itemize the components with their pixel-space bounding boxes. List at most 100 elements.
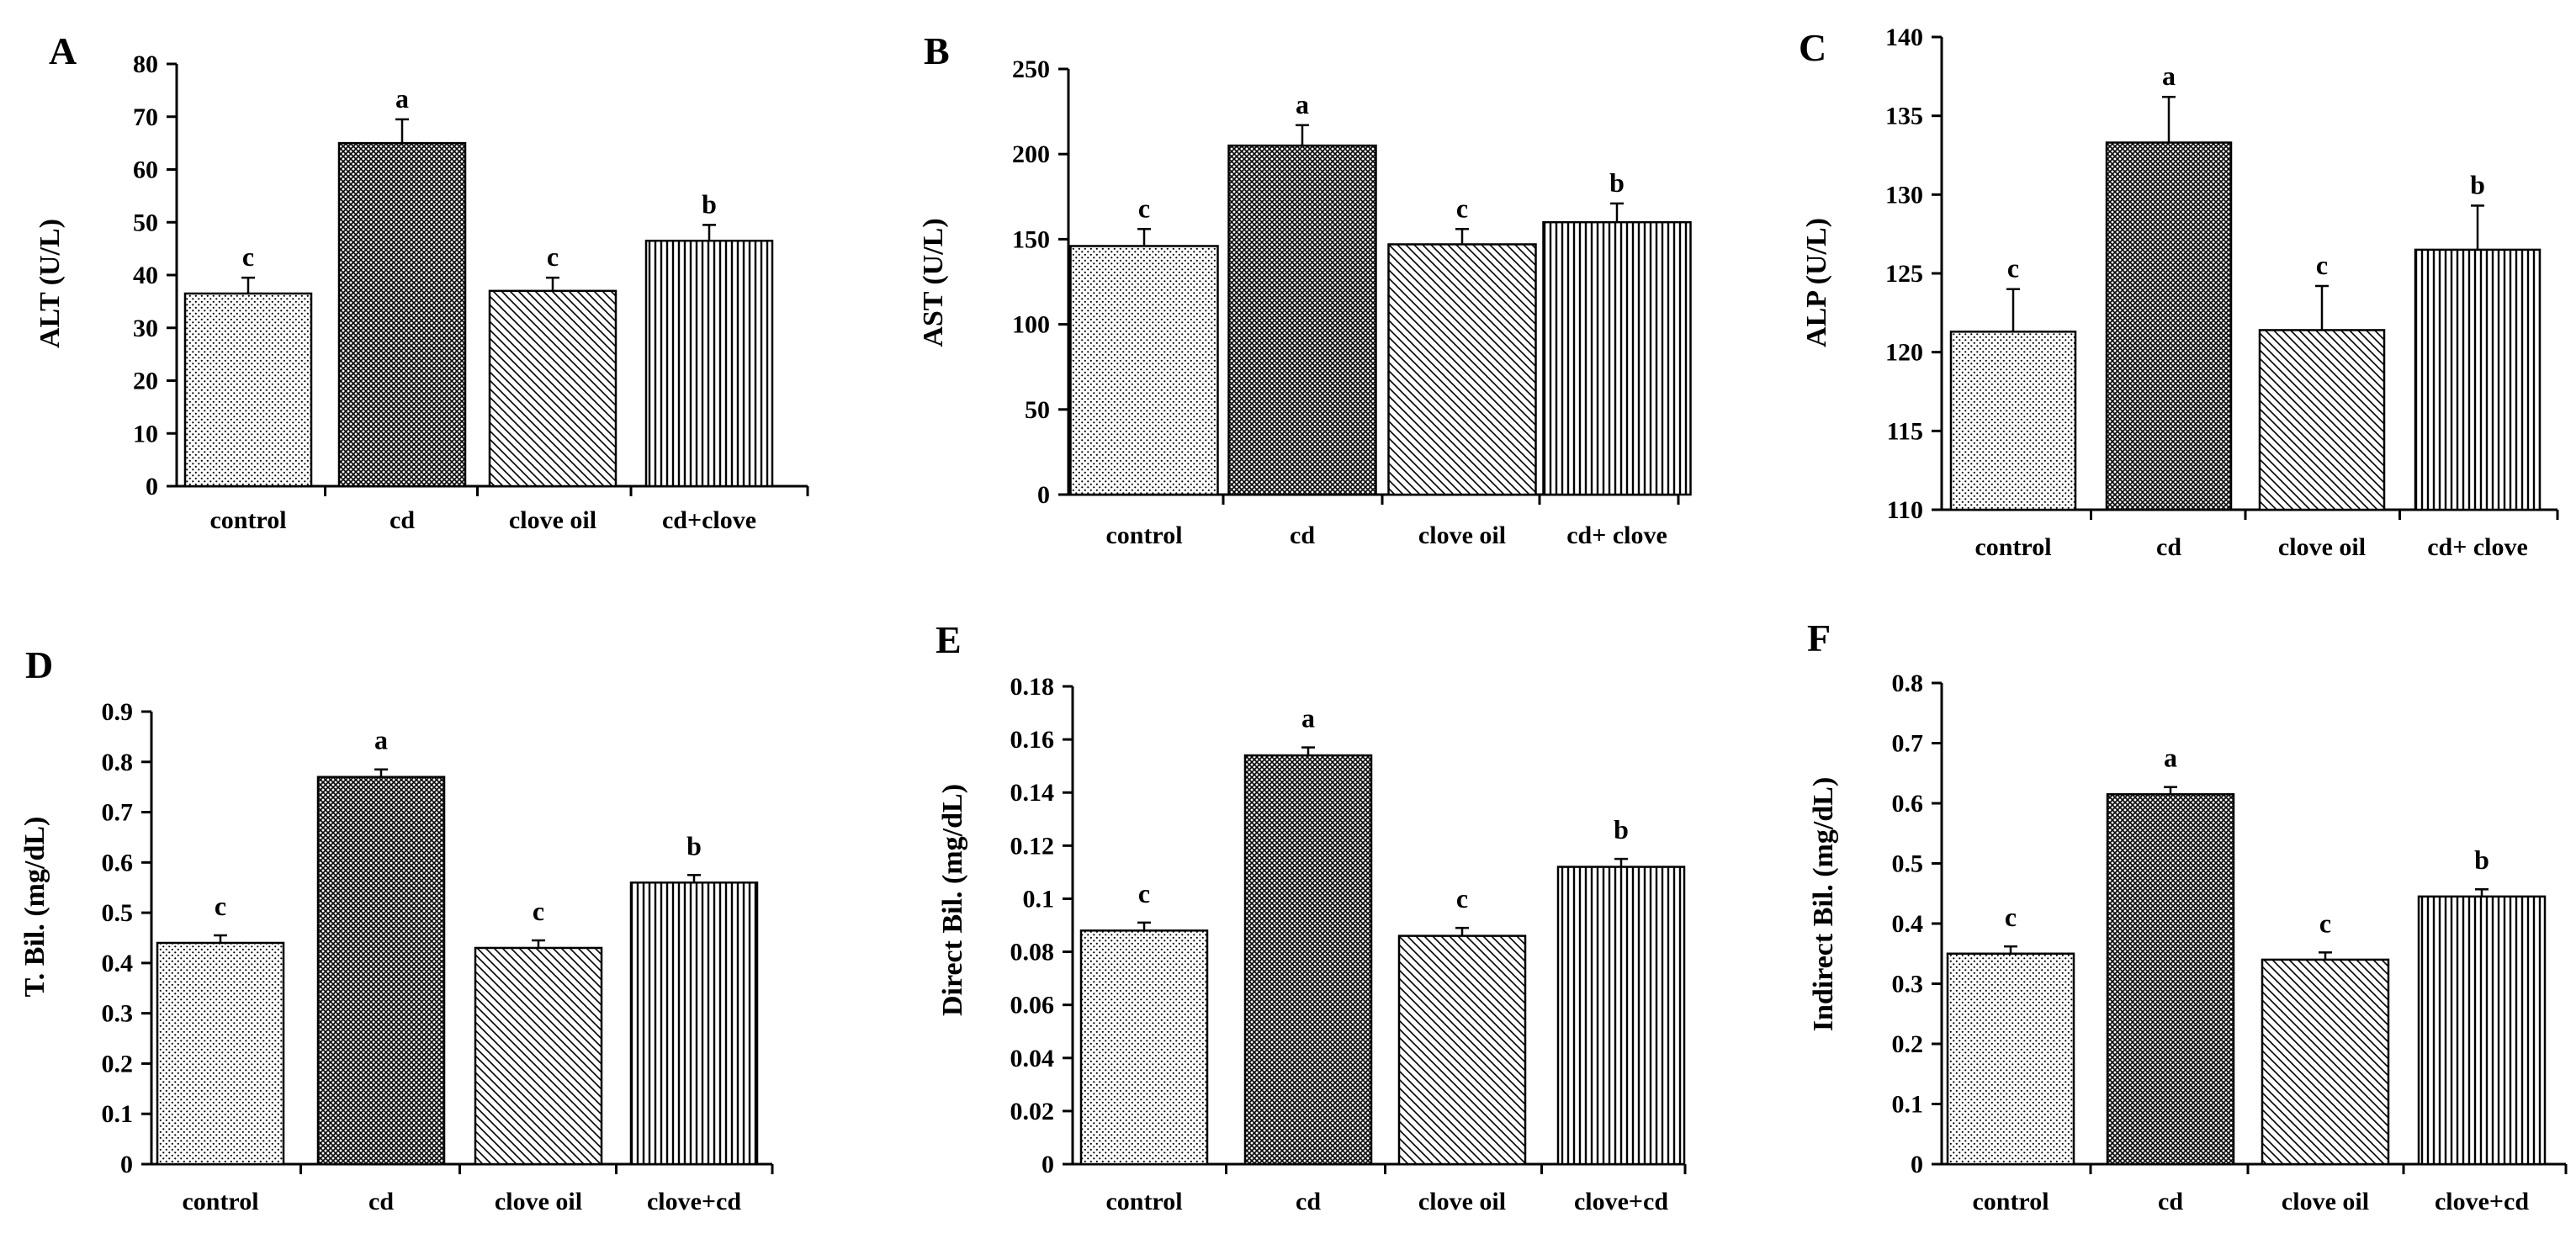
y-tick-label-e-9: 0.18 <box>1010 673 1055 701</box>
category-label-e-3: clove+cd <box>1574 1188 1668 1215</box>
panel-letter-a: A <box>49 29 77 72</box>
category-label-e-0: control <box>1105 1188 1182 1215</box>
y-tick-label-f-8: 0.8 <box>1892 670 1924 697</box>
y-axis-label-f: Indirect Bil. (mg/dL) <box>1808 777 1839 1032</box>
y-tick-label-b-4: 200 <box>1012 140 1050 168</box>
chart-e-marks: 0 0.02 0.04 0.06 0.08 0.1 0.12 0.14 0.16 0.18 c con… <box>1010 673 1687 1215</box>
significance-label-b-0: c <box>1138 193 1150 223</box>
panel-b: B AST (U/L) 0 50 100 150 200 250 c control a cd c c… <box>918 29 1692 549</box>
bar-d-0 <box>156 941 285 1166</box>
y-tick-label-b-5: 250 <box>1012 56 1050 83</box>
significance-label-e-1: a <box>1301 703 1315 733</box>
y-tick-label-d-2: 0.2 <box>102 1050 134 1078</box>
bar-d-2 <box>474 946 603 1166</box>
y-tick-label-f-3: 0.3 <box>1892 971 1924 998</box>
category-label-d-3: clove+cd <box>647 1188 741 1215</box>
y-tick-label-e-0: 0 <box>1042 1151 1054 1178</box>
chart-f-marks: 0 0.1 0.2 0.3 0.4 0.5 0.6 0.7 0.8 c control a cd c clo… <box>1892 670 2568 1215</box>
y-axis-label-a: ALT (U/L) <box>34 219 66 348</box>
y-tick-label-f-7: 0.7 <box>1892 730 1924 758</box>
y-tick-label-d-9: 0.9 <box>102 698 134 726</box>
significance-label-f-2: c <box>2319 908 2331 938</box>
y-tick-label-a-0: 0 <box>146 473 158 500</box>
bar-a-2 <box>488 289 617 488</box>
y-tick-label-d-4: 0.4 <box>102 950 134 977</box>
category-label-f-2: clove oil <box>2282 1188 2369 1215</box>
panel-letter-b: B <box>924 29 950 72</box>
bar-b-3 <box>1542 220 1692 496</box>
bar-e-0 <box>1079 929 1209 1166</box>
y-tick-label-d-7: 0.7 <box>102 799 134 827</box>
bar-f-1 <box>2106 793 2235 1166</box>
category-label-c-3: cd+ clove <box>2427 533 2528 561</box>
bar-e-1 <box>1243 754 1373 1166</box>
y-tick-label-a-8: 80 <box>133 50 158 78</box>
y-tick-label-f-2: 0.2 <box>1892 1030 1924 1058</box>
y-tick-label-d-3: 0.3 <box>102 1000 134 1028</box>
y-tick-label-d-1: 0.1 <box>102 1100 134 1128</box>
y-tick-label-c-6: 140 <box>1885 24 1923 51</box>
significance-label-c-0: c <box>2007 253 2019 283</box>
significance-label-a-2: c <box>547 241 559 272</box>
significance-label-b-3: b <box>1609 167 1625 198</box>
chart-a-marks: 0 10 20 30 40 50 60 70 80 c control a cd c clove oil b c… <box>133 50 809 534</box>
category-label-c-0: control <box>1974 533 2051 561</box>
chart-b-marks: 0 50 100 150 200 250 c control a cd c clove oil b cd+… <box>1012 56 1692 549</box>
y-tick-label-b-3: 150 <box>1012 225 1050 253</box>
y-axis-label-d: T. Bil. (mg/dL) <box>19 817 50 998</box>
y-tick-label-d-8: 0.8 <box>102 749 134 776</box>
y-tick-label-e-3: 0.06 <box>1010 992 1055 1019</box>
bar-f-0 <box>1946 952 2075 1166</box>
y-tick-label-c-1: 115 <box>1887 417 1923 445</box>
chart-d-marks: 0 0.1 0.2 0.3 0.4 0.5 0.6 0.7 0.8 0.9 c control a cd c… <box>102 698 774 1215</box>
y-tick-label-a-3: 30 <box>133 315 158 342</box>
category-label-f-0: control <box>1972 1188 2049 1215</box>
y-tick-label-f-6: 0.6 <box>1892 790 1924 818</box>
panel-d: D T. Bil. (mg/dL) 0 0.1 0.2 0.3 0.4 0.5 0.6 0.7… <box>19 643 774 1215</box>
y-tick-label-e-5: 0.1 <box>1023 885 1055 913</box>
panel-letter-d: D <box>25 643 53 686</box>
y-tick-label-a-5: 50 <box>133 209 158 236</box>
bar-c-3 <box>2414 248 2542 511</box>
y-tick-label-c-5: 135 <box>1885 103 1923 130</box>
significance-label-c-2: c <box>2316 250 2328 280</box>
panel-a: A ALT (U/L) 0 10 20 30 40 50 60 70 80 c control a cd… <box>34 29 809 534</box>
y-tick-label-f-5: 0.5 <box>1892 850 1924 878</box>
bar-f-3 <box>2417 895 2547 1166</box>
y-tick-label-d-5: 0.5 <box>102 899 134 927</box>
y-tick-label-b-0: 0 <box>1037 481 1050 509</box>
y-tick-label-a-6: 60 <box>133 156 158 184</box>
category-label-b-3: cd+ clove <box>1566 522 1667 549</box>
y-tick-label-e-4: 0.08 <box>1010 939 1055 966</box>
significance-label-f-0: c <box>2005 902 2017 932</box>
bar-d-1 <box>316 776 446 1166</box>
bar-d-3 <box>629 881 759 1166</box>
y-tick-label-d-6: 0.6 <box>102 849 134 876</box>
y-tick-label-c-3: 125 <box>1885 260 1923 288</box>
y-tick-label-c-2: 120 <box>1885 339 1923 367</box>
category-label-d-0: control <box>182 1188 258 1215</box>
category-label-a-1: cd <box>390 506 415 534</box>
significance-label-f-3: b <box>2474 845 2489 875</box>
category-label-d-1: cd <box>368 1188 394 1215</box>
y-tick-label-c-4: 130 <box>1885 181 1923 209</box>
bar-b-2 <box>1387 243 1537 496</box>
y-tick-label-e-8: 0.16 <box>1010 726 1055 754</box>
category-label-c-2: clove oil <box>2278 533 2366 561</box>
significance-label-a-0: c <box>242 241 254 272</box>
significance-label-e-0: c <box>1138 878 1150 908</box>
y-tick-label-a-2: 20 <box>133 368 158 395</box>
bar-b-0 <box>1069 245 1219 496</box>
significance-label-c-1: a <box>2162 61 2176 91</box>
y-tick-label-a-1: 10 <box>133 420 158 447</box>
y-axis-label-e: Direct Bil. (mg/dL) <box>937 784 968 1016</box>
bar-a-1 <box>337 141 467 488</box>
bar-e-2 <box>1397 935 1527 1166</box>
y-axis-label-b: AST (U/L) <box>918 218 949 347</box>
category-label-b-1: cd <box>1290 522 1315 549</box>
panel-e: E Direct Bil. (mg/dL) 00.020.040.060.080… <box>936 618 1687 1215</box>
panel-letter-c: C <box>1799 26 1826 69</box>
category-label-f-3: clove+cd <box>2435 1188 2529 1215</box>
panel-c: C ALP (U/L) 110 115 120 125 130 135 140 c contro… <box>1799 24 2559 561</box>
